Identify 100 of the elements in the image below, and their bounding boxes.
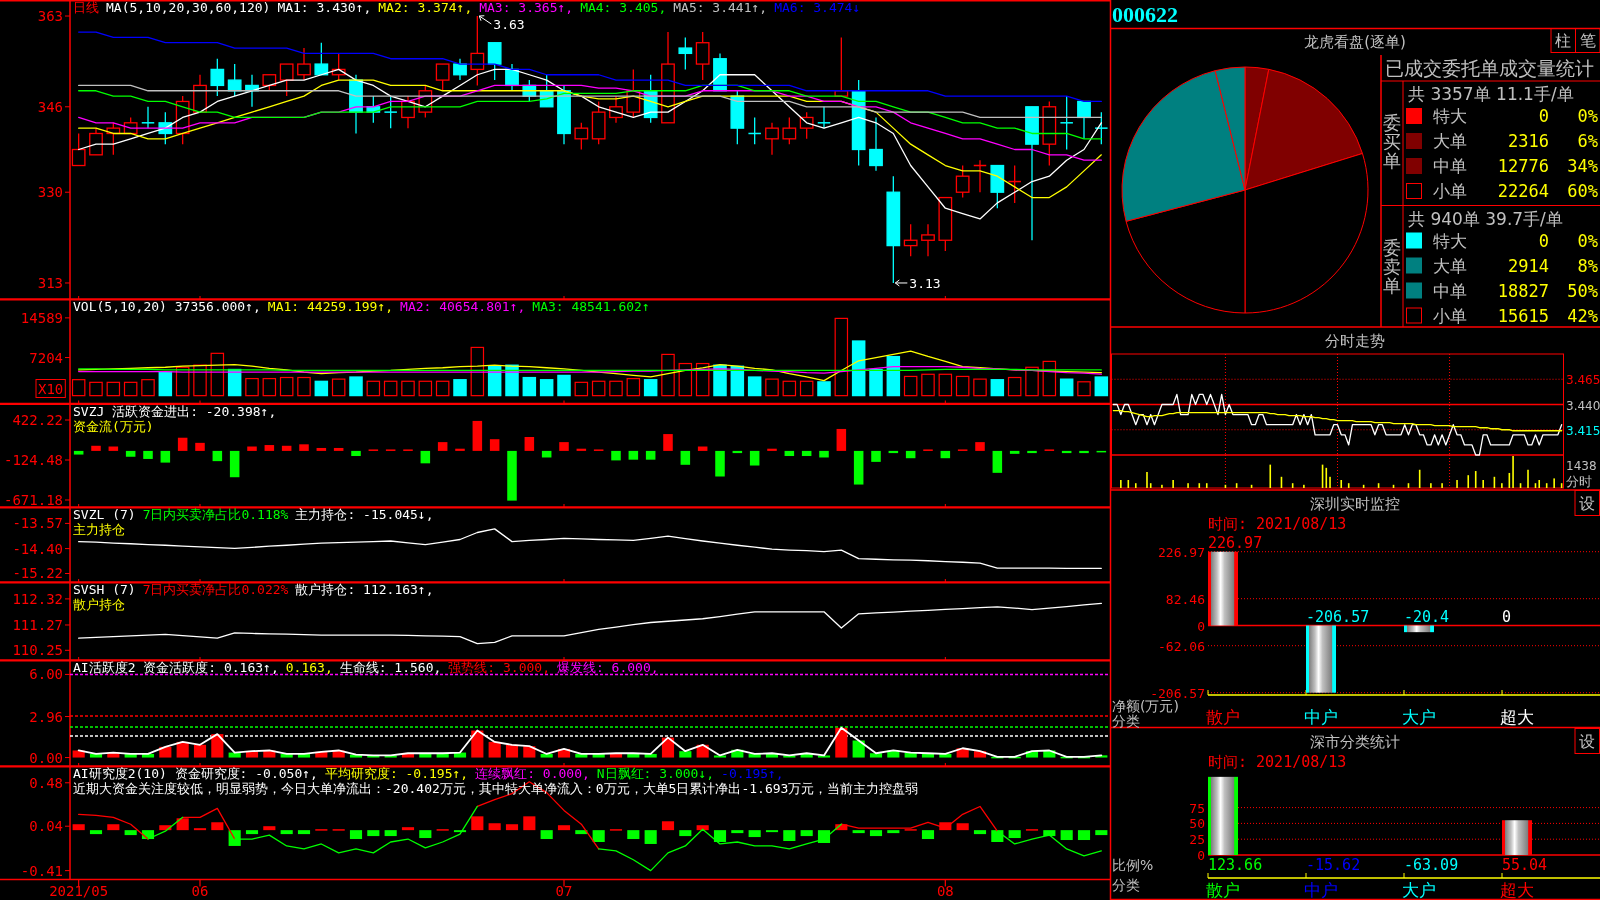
y-tick-label: -124.48 (3, 452, 63, 468)
data-label: 18827 (1497, 280, 1549, 301)
data-label: -20.4 (1404, 607, 1450, 626)
text: 34% (1567, 156, 1598, 176)
y-tick-label: 226.97 (1158, 544, 1205, 560)
x-tick-label: 2021/05 (49, 883, 109, 899)
text: 委卖单 (1383, 236, 1401, 296)
x-tick-label: 大户 (1402, 880, 1436, 900)
y-tick-label: 422.22 (12, 412, 63, 429)
y-tick-label: 50 (1189, 816, 1205, 832)
text: 0 (1538, 106, 1549, 126)
chart-title: 000622 (1112, 2, 1178, 27)
text: 50% (1567, 280, 1598, 301)
text: 0% (1577, 230, 1598, 251)
text: 0 (1538, 230, 1549, 251)
series-label: 主力持仓: -15.045↓, (295, 507, 434, 522)
chart-title: AI研究度2(10) 资金研究度: -0.050↑, (73, 766, 318, 781)
legend-label: 特大 (1433, 230, 1467, 251)
legend-label: 中单 (1433, 156, 1467, 176)
data-label: 22264 (1497, 181, 1549, 201)
y-tick-label: 0 (1197, 618, 1205, 634)
x-tick-label: 大户 (1402, 707, 1436, 727)
text: 委买单 (1383, 112, 1401, 171)
chart-subtitle: MA(5,10,20,30,60,120) (106, 0, 271, 15)
chart-subtitle: 龙虎看盘(逐单) (1304, 33, 1406, 51)
y-tick-label: 363 (37, 8, 63, 25)
y-tick-label: -62.06 (1158, 638, 1205, 654)
x-tick-label: 超大 (1500, 880, 1534, 900)
x-tick-label: 07 (555, 883, 573, 899)
text: 设 (1579, 732, 1596, 751)
y-tick-label: 346 (37, 98, 63, 115)
data-label: 123.66 (1208, 856, 1263, 874)
legend-label: 特大 (1433, 106, 1467, 126)
chart-title: 分时走势 (1325, 332, 1385, 350)
text: 60% (1567, 181, 1598, 201)
ref-line-label: 强势线: 3.000, (448, 660, 550, 675)
y-tick-label: 6.00 (29, 666, 63, 683)
data-label: -206.57 (1306, 607, 1370, 626)
chart-title: SVZL (7) (73, 507, 136, 522)
legend-label: 小单 (1433, 181, 1467, 201)
y-tick-label: 112.32 (12, 590, 63, 607)
chart-subtitle: 7日内买卖净占比0.022% (142, 582, 289, 597)
text: 6% (1577, 131, 1598, 151)
y-axis-title: 比例% (1112, 857, 1154, 873)
data-label: 15615 (1497, 305, 1549, 326)
annotation: 0.163, (285, 660, 333, 675)
x-tick-label: 散户 (1206, 707, 1240, 727)
y-tick-label: 82.46 (1165, 591, 1205, 607)
data-label: 12776 (1497, 156, 1549, 176)
text: MA1: 44259.199↑, (267, 299, 394, 314)
annotation: 3.13 (909, 275, 941, 291)
data-label: 2914 (1508, 255, 1549, 276)
chart-title: VOL(5,10,20) 37356.000↑, (73, 299, 261, 314)
text: MA6: 3.474↓ (774, 0, 861, 15)
x-tick-label: 超大 (1500, 707, 1534, 727)
text: MA2: 3.374↑, (378, 0, 473, 15)
data-label: 2316 (1508, 131, 1549, 151)
y-tick-label: 0.04 (29, 818, 63, 835)
annotation: -0.195↑, (721, 766, 784, 781)
data-label: 0 (1502, 607, 1512, 626)
chart-title: 深市分类统计 (1310, 733, 1400, 751)
text: 8% (1577, 255, 1598, 276)
chart-subtitle: 时间: 2021/08/13 (1208, 753, 1347, 771)
y-tick-label: 3.465 (1566, 373, 1600, 388)
x-tick-label: 06 (191, 883, 209, 899)
text: 资金流(万元) (73, 418, 154, 434)
legend-title: 已成交委托单成交量统计 (1385, 57, 1594, 79)
annotation: 平均研究度: -0.195↑, (324, 766, 469, 781)
chart-title: 深圳实时监控 (1310, 495, 1400, 513)
text: 设 (1579, 494, 1596, 513)
y-tick-label: -206.57 (1150, 685, 1205, 701)
y-tick-label: 3.415 (1566, 423, 1600, 438)
y-tick-label: -15.22 (12, 565, 63, 582)
text: 0% (1577, 106, 1598, 126)
y-tick-label: 25 (1189, 832, 1205, 848)
text: 分时 (1566, 474, 1592, 489)
y-tick-label: 111.27 (12, 616, 63, 633)
chart-title: AI活跃度2 资金活跃度: 0.163↑, (73, 660, 279, 675)
text: -63.09 (1404, 856, 1459, 874)
annotation: 主力持仓 (73, 522, 125, 537)
text: 42% (1567, 305, 1598, 326)
annotation: 连续飘红: 0.000, (475, 766, 590, 781)
y-tick-label: -13.57 (12, 515, 63, 532)
y-tick-label: 7204 (29, 349, 63, 366)
text: 柱 (1555, 31, 1572, 50)
legend-label: 大单 (1433, 131, 1467, 151)
chart-subtitle: 时间: 2021/08/13 (1208, 515, 1347, 533)
text: 共 940单 39.7手/单 (1408, 208, 1563, 229)
chart-title: 日线 (73, 0, 99, 15)
text: MA1: 3.430↑, (277, 0, 372, 15)
y-tick-label: 14589 (20, 309, 63, 326)
x-axis-title: 分类 (1112, 713, 1140, 729)
annotation: 3.63 (493, 17, 525, 33)
y-tick-label: 75 (1189, 800, 1205, 816)
y-tick-label: 3.440 (1566, 398, 1600, 413)
ref-line-label: 爆发线: 6.000, (556, 660, 659, 675)
text: 1438 (1566, 459, 1597, 473)
annotation: 散户持仓 (73, 597, 125, 612)
y-tick-label: -0.41 (20, 862, 63, 879)
chart-title: SVSH (7) (73, 582, 136, 597)
